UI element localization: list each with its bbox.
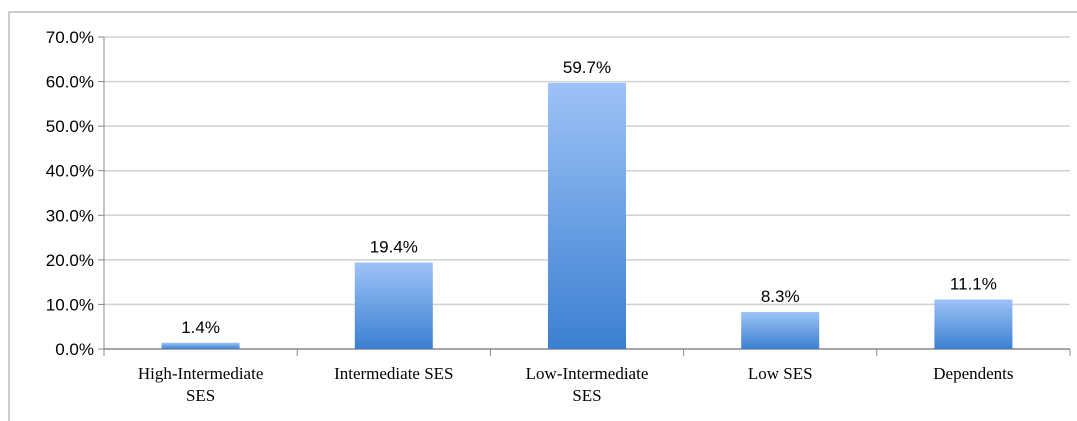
x-tick-label: Dependents <box>933 364 1013 383</box>
x-tick-label-line: SES <box>572 386 601 405</box>
x-tick-label: Low SES <box>748 364 813 383</box>
data-label: 11.1% <box>950 275 997 294</box>
x-tick-label-line: Dependents <box>933 364 1013 383</box>
y-tick-label: 10.0% <box>46 295 94 314</box>
x-tick-label: Low-Intermediate SES <box>526 364 649 405</box>
data-label: 19.4% <box>370 238 418 257</box>
data-label: 1.4% <box>181 318 220 337</box>
y-tick-label: 20.0% <box>46 251 94 270</box>
y-tick-label: 50.0% <box>46 117 94 136</box>
x-tick-label: Intermediate SES <box>334 364 453 383</box>
data-label: 59.7% <box>563 58 611 77</box>
y-tick-label: 30.0% <box>46 206 94 225</box>
x-tick-label-line: SES <box>186 386 215 405</box>
x-tick-label-line: High-Intermediate <box>138 364 264 383</box>
y-tick-label: 70.0% <box>46 28 94 47</box>
bar <box>161 342 240 349</box>
x-tick-label-line: Intermediate SES <box>334 364 453 383</box>
bar <box>741 312 820 349</box>
data-labels: 1.4% 19.4% 59.7% 8.3% 11.1% <box>181 58 997 337</box>
bar <box>354 262 433 349</box>
x-tick-label: High-Intermediate SES <box>138 364 264 405</box>
x-tick-label-line: Low SES <box>748 364 813 383</box>
x-tick-label-line: Low-Intermediate <box>526 364 649 383</box>
y-tick-label: 60.0% <box>46 73 94 92</box>
x-axis-category-labels: High-Intermediate SES Intermediate SES Low-… <box>138 364 1014 405</box>
y-tick-label: 0.0% <box>55 340 94 359</box>
chart-border <box>8 11 1077 421</box>
bars <box>161 82 1013 349</box>
bar <box>548 82 626 349</box>
bar <box>934 299 1013 349</box>
y-axis-tick-labels: 0.0% 10.0% 20.0% 30.0% 40.0% 50.0% 60.0% 70.0% <box>46 28 94 359</box>
data-label: 8.3% <box>761 287 800 306</box>
y-tick-label: 40.0% <box>46 162 94 181</box>
